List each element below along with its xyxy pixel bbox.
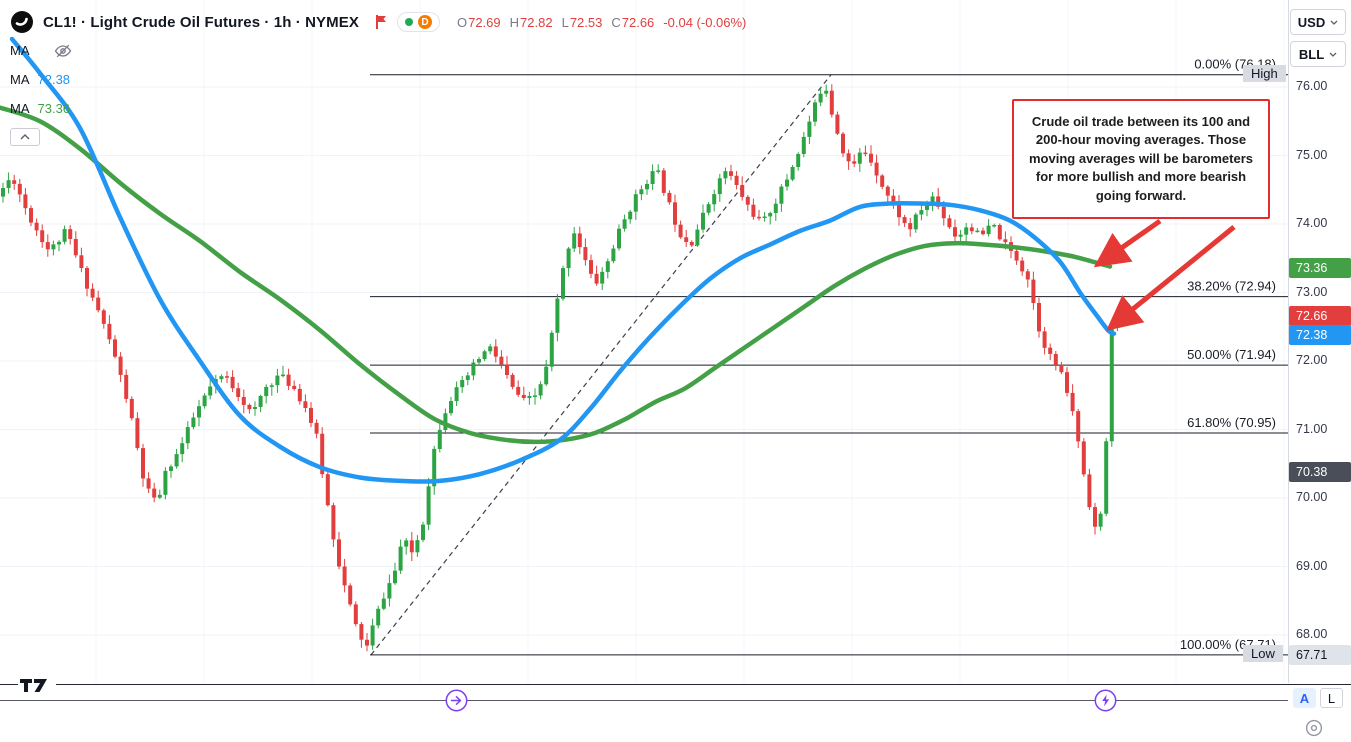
price-badge: 67.71 xyxy=(1289,644,1351,665)
low-value: 72.53 xyxy=(569,14,603,30)
price-axis[interactable]: 76.00 75.00 74.00 73.00 72.00 71.00 70.00 69.00… xyxy=(1288,0,1351,683)
ma100-value: 72.38 xyxy=(37,72,71,87)
close-label: C xyxy=(611,14,621,30)
symbol-header-row: CL1! · Light Crude Oil Futures · 1h · NY… xyxy=(10,8,746,36)
collapse-legend-button[interactable] xyxy=(10,128,40,146)
candlestick-chart[interactable]: 0.00% (76.18)38.20% (72.94)50.00% (71.94… xyxy=(0,0,1288,683)
tradingview-logo-icon[interactable] xyxy=(10,10,34,34)
market-open-dot-icon xyxy=(404,18,413,26)
chevron-down-icon xyxy=(1329,52,1337,57)
gridlines xyxy=(0,0,1288,683)
price-tick: 71.00 xyxy=(1296,421,1328,436)
indicator-row-ma-hidden[interactable]: MA xyxy=(10,36,746,65)
low-marker-label: Low xyxy=(1243,644,1283,662)
currency-select[interactable]: USD xyxy=(1290,9,1346,35)
price-tick: 72.00 xyxy=(1296,353,1328,368)
price-tick: 76.00 xyxy=(1296,79,1328,93)
unit-label: BLL xyxy=(1298,46,1325,62)
ma-100h-line[interactable] xyxy=(9,36,1117,484)
chart-legend: CL1! · Light Crude Oil Futures · 1h · NY… xyxy=(10,8,746,146)
price-tick: 68.00 xyxy=(1296,627,1328,642)
timeline-line xyxy=(0,700,1288,701)
open-value: 72.69 xyxy=(468,14,501,30)
ma-200h-line[interactable] xyxy=(0,105,1113,445)
close-value: 72.66 xyxy=(621,14,655,30)
indicator-row-ma100[interactable]: MA 72.38 xyxy=(10,65,746,94)
ohlc-readout: O 72.69 H 72.82 L 72.53 C 72.66 -0.04 (-0.06… xyxy=(457,15,746,30)
fib-retracement[interactable]: 0.00% (76.18)38.20% (72.94)50.00% (71.94… xyxy=(370,57,1288,656)
ma-hidden-label: MA xyxy=(10,43,30,58)
open-label: O xyxy=(456,14,468,30)
flag-icon[interactable] xyxy=(374,14,388,30)
price-badge: 70.38 xyxy=(1289,462,1351,482)
price-tick: 73.00 xyxy=(1296,284,1328,299)
price-tick: 69.00 xyxy=(1296,558,1328,573)
eye-slash-icon[interactable] xyxy=(54,44,72,58)
high-marker-label: High xyxy=(1243,64,1286,82)
auto-scale-button[interactable]: A xyxy=(1293,688,1316,708)
ma100-label: MA xyxy=(10,72,30,87)
high-value: 72.82 xyxy=(520,14,553,30)
price-tick: 70.00 xyxy=(1296,490,1328,505)
chevron-up-icon xyxy=(20,134,30,140)
ma200-label: MA xyxy=(10,101,30,116)
price-tick: 75.00 xyxy=(1296,147,1328,162)
price-tick: 74.00 xyxy=(1296,216,1328,230)
replay-marker-icon[interactable] xyxy=(445,689,468,717)
lightning-marker-icon[interactable] xyxy=(1094,689,1117,717)
high-label: H xyxy=(509,14,520,30)
settings-gear-icon[interactable] xyxy=(1305,719,1323,742)
candles xyxy=(1,84,1120,652)
unit-select[interactable]: BLL xyxy=(1290,41,1346,67)
price-badge: 72.66 xyxy=(1289,305,1351,326)
svg-text:61.80% (70.95): 61.80% (70.95) xyxy=(1187,415,1276,430)
price-badge: 72.38 xyxy=(1289,324,1351,345)
log-scale-button[interactable]: L xyxy=(1320,688,1343,708)
price-badge: 73.36 xyxy=(1289,257,1351,278)
annotation-arrows[interactable] xyxy=(1093,218,1236,331)
tradingview-watermark-icon[interactable] xyxy=(18,675,56,700)
currency-label: USD xyxy=(1297,14,1326,30)
chevron-down-icon xyxy=(1330,20,1338,25)
svg-text:38.20% (72.94): 38.20% (72.94) xyxy=(1187,279,1276,294)
chart-area[interactable]: 0.00% (76.18) 38.20% (72.94) 50.00% (71.94… xyxy=(0,0,1288,683)
ma200-value: 73.36 xyxy=(37,101,71,116)
symbol-title[interactable]: CL1! · Light Crude Oil Futures · 1h · NY… xyxy=(43,13,359,31)
low-label: L xyxy=(561,14,569,30)
annotation-note[interactable]: Crude oil trade between its 100 and 200-… xyxy=(1012,99,1270,220)
market-status-pill[interactable]: D xyxy=(396,12,440,32)
svg-text:50.00% (71.94): 50.00% (71.94) xyxy=(1187,347,1276,362)
indicator-row-ma200[interactable]: MA 73.36 xyxy=(10,94,746,123)
change-value: -0.04 (-0.06%) xyxy=(663,14,747,30)
time-axis-bar[interactable]: A L xyxy=(0,675,1351,737)
delayed-data-badge: D xyxy=(417,15,432,29)
